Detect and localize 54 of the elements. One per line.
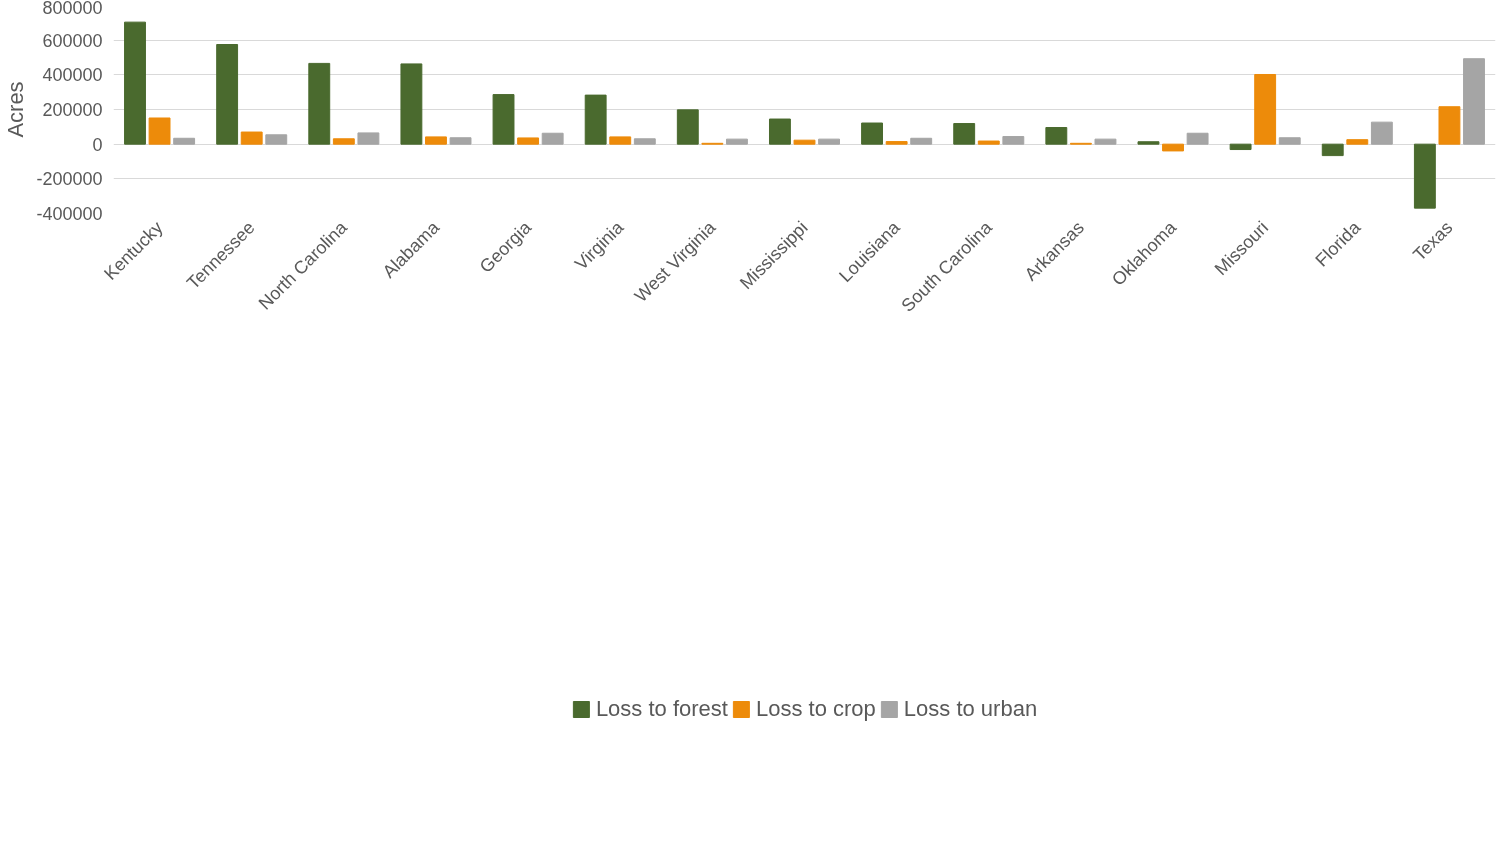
bar bbox=[425, 136, 447, 145]
bar bbox=[676, 109, 699, 145]
bar bbox=[1278, 137, 1301, 145]
bar bbox=[1002, 136, 1025, 145]
bar bbox=[1438, 106, 1461, 145]
bar bbox=[1045, 127, 1068, 145]
bar bbox=[953, 123, 976, 145]
bar bbox=[449, 137, 472, 145]
bar bbox=[1094, 138, 1117, 145]
bar bbox=[1346, 139, 1369, 145]
bar bbox=[173, 137, 196, 145]
bar bbox=[818, 138, 841, 145]
bar bbox=[910, 137, 933, 145]
bar bbox=[1321, 143, 1344, 157]
bar bbox=[492, 94, 515, 145]
bar bbox=[216, 44, 239, 145]
y-tick-label: 200000 bbox=[42, 100, 103, 120]
bar bbox=[977, 140, 1000, 145]
bar bbox=[400, 63, 423, 145]
bar bbox=[265, 134, 288, 145]
bar bbox=[1137, 141, 1160, 145]
y-tick-label: 600000 bbox=[42, 30, 103, 51]
bar bbox=[357, 132, 380, 145]
bar bbox=[124, 21, 146, 145]
bar bbox=[861, 122, 884, 145]
bar bbox=[633, 138, 656, 145]
bar bbox=[768, 118, 791, 145]
bar bbox=[1463, 58, 1485, 145]
bar bbox=[1413, 143, 1436, 209]
y-tick-label: 400000 bbox=[42, 65, 103, 86]
bar bbox=[1186, 132, 1209, 145]
legend-label: Loss to urban bbox=[903, 695, 1038, 722]
y-tick-label: 800000 bbox=[42, 0, 103, 18]
bar bbox=[725, 138, 748, 145]
bar bbox=[332, 138, 355, 145]
y-tick-label: -200000 bbox=[36, 169, 103, 190]
bar bbox=[1370, 121, 1393, 145]
bar bbox=[885, 141, 908, 145]
bar bbox=[1254, 73, 1277, 145]
bar bbox=[1162, 143, 1184, 152]
bar bbox=[1229, 143, 1252, 151]
y-tick-label: 0 bbox=[92, 134, 103, 155]
bar bbox=[240, 131, 263, 145]
bar bbox=[541, 132, 564, 145]
legend-label: Loss to forest bbox=[595, 695, 728, 722]
bar bbox=[584, 94, 607, 145]
legend-label: Loss to crop bbox=[755, 695, 876, 722]
y-axis-title: Acres bbox=[3, 81, 29, 138]
bar bbox=[148, 117, 171, 145]
bar bbox=[793, 139, 816, 145]
y-tick-label: -400000 bbox=[36, 204, 103, 224]
bar bbox=[308, 62, 331, 145]
bar bbox=[517, 137, 540, 145]
bar bbox=[609, 136, 632, 145]
